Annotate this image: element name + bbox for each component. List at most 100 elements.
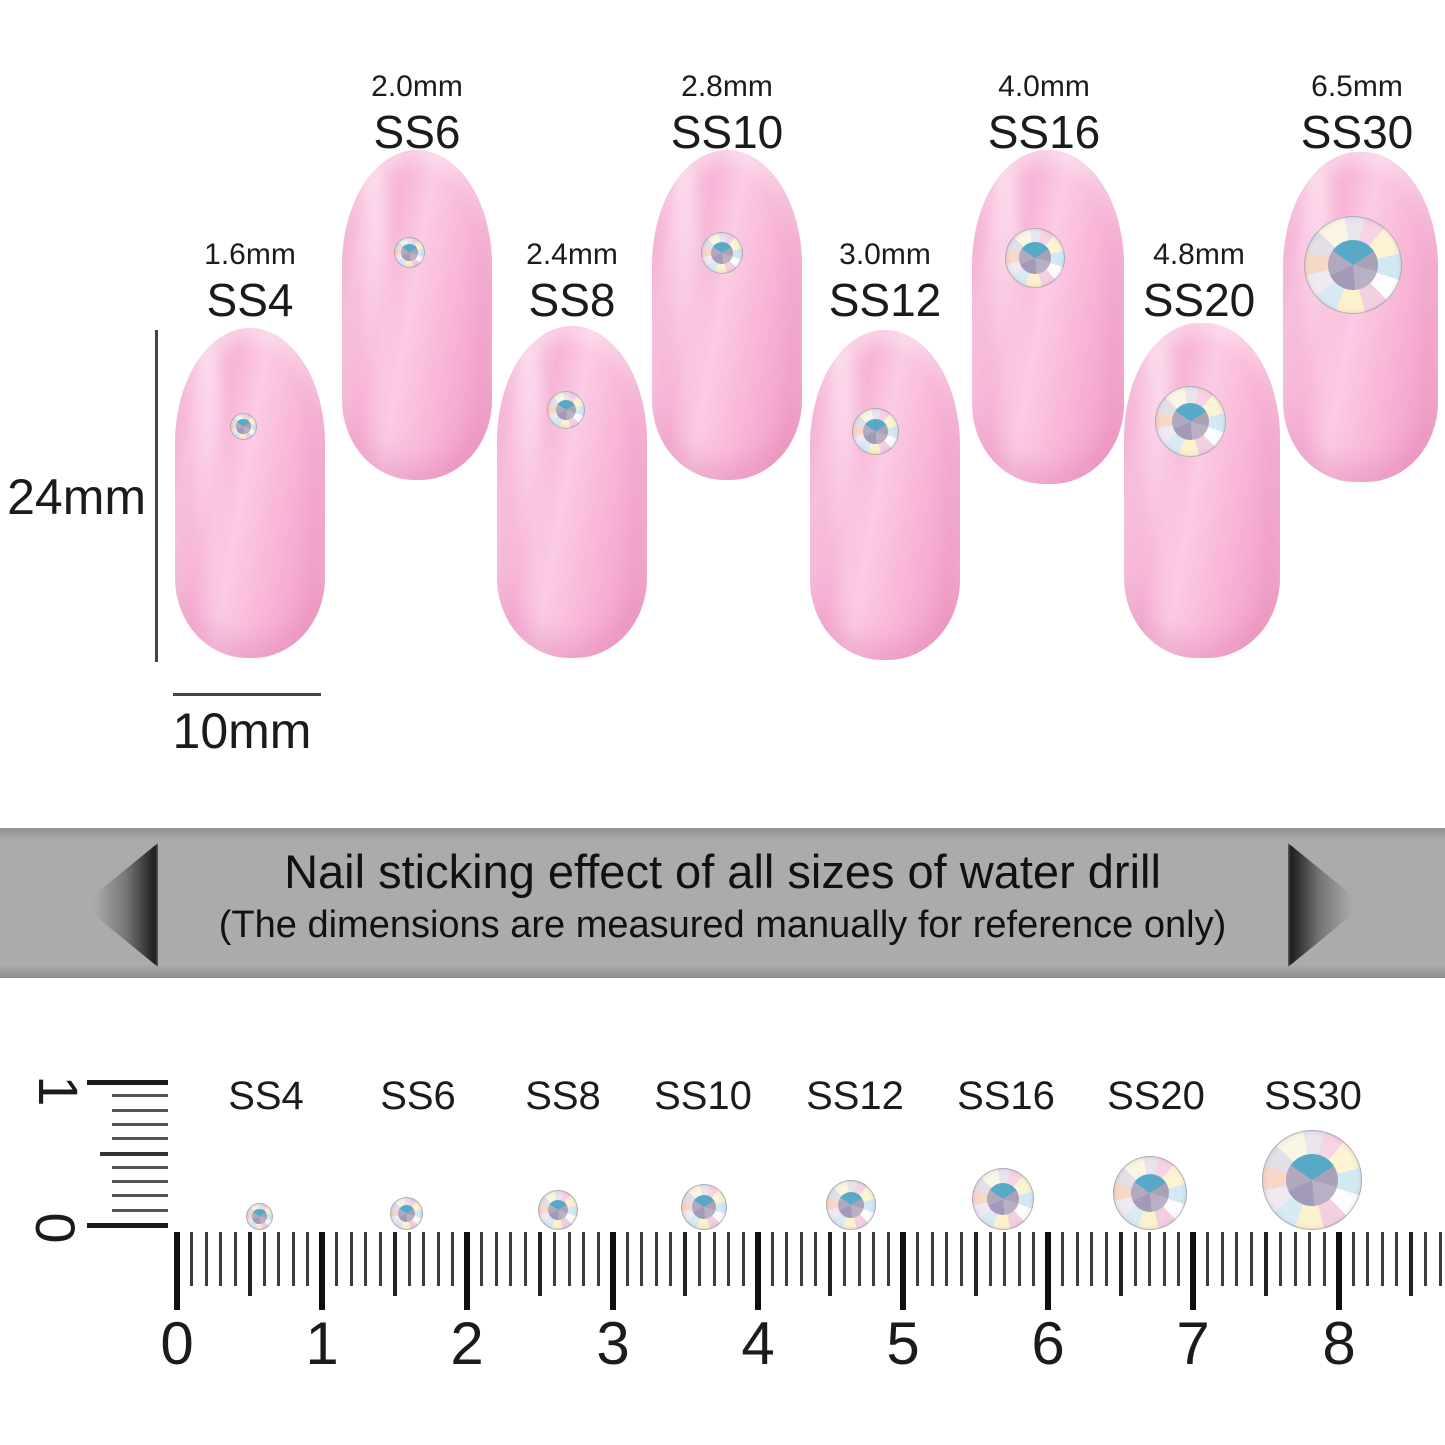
horizontal-ruler-tick xyxy=(916,1232,919,1286)
nail-label-ss10: 2.8mm SS10 xyxy=(670,72,784,158)
horizontal-ruler-tick xyxy=(219,1232,222,1286)
nail-photo-ss4 xyxy=(175,328,325,658)
horizontal-ruler-tick xyxy=(669,1232,672,1286)
ss-code-label: SS4 xyxy=(206,274,294,326)
vertical-ruler-tick xyxy=(112,1109,168,1112)
height-dimension-line xyxy=(155,330,158,662)
horizontal-ruler-tick xyxy=(1294,1232,1297,1286)
horizontal-ruler-tick xyxy=(422,1232,425,1286)
horizontal-ruler-tick xyxy=(713,1232,716,1286)
ss-code-label: SS20 xyxy=(1142,274,1256,326)
horizontal-ruler-tick xyxy=(277,1232,280,1286)
vertical-ruler-tick xyxy=(112,1180,168,1183)
horizontal-ruler-tick xyxy=(989,1232,992,1286)
ruler-gem-label-ss16: SS16 xyxy=(957,1074,1055,1118)
horizontal-ruler-tick xyxy=(597,1232,600,1286)
vertical-ruler-tick xyxy=(112,1123,168,1126)
nail-photo-ss16 xyxy=(972,150,1124,484)
horizontal-ruler-tick xyxy=(1018,1232,1021,1286)
horizontal-ruler-tick xyxy=(755,1232,761,1310)
vertical-ruler-tick xyxy=(112,1094,168,1097)
horizontal-ruler-tick xyxy=(190,1232,193,1286)
horizontal-ruler-tick xyxy=(553,1232,556,1286)
ruler-gem-ss4 xyxy=(246,1203,273,1230)
rhinestone-gem-ss12 xyxy=(852,408,899,455)
size-mm-label: 3.0mm xyxy=(839,238,931,271)
horizontal-ruler-tick xyxy=(1366,1232,1369,1286)
nail-label-ss8: 2.4mm SS8 xyxy=(526,240,618,324)
horizontal-ruler-tick xyxy=(1061,1232,1064,1286)
horizontal-ruler-tick xyxy=(408,1232,411,1286)
horizontal-ruler-tick xyxy=(393,1232,397,1296)
nail-width-label: 10mm xyxy=(172,703,312,759)
horizontal-ruler-tick xyxy=(451,1232,454,1286)
size-mm-label: 2.0mm xyxy=(371,70,463,103)
horizontal-ruler-tick xyxy=(1381,1232,1384,1286)
horizontal-ruler-tick xyxy=(335,1232,338,1286)
banner-subtitle: (The dimensions are measured manually fo… xyxy=(218,903,1227,946)
ss-code-label: SS30 xyxy=(1300,106,1414,158)
ruler-number: 8 xyxy=(1322,1310,1356,1377)
ruler-number: 2 xyxy=(450,1310,484,1377)
rhinestone-gem-ss20 xyxy=(1155,386,1226,457)
nail-photo-ss8 xyxy=(497,326,647,658)
banner-title: Nail sticking effect of all sizes of wat… xyxy=(284,845,1161,898)
nail-label-ss20: 4.8mm SS20 xyxy=(1142,240,1256,326)
horizontal-ruler-tick xyxy=(379,1232,382,1286)
horizontal-ruler-tick xyxy=(1235,1232,1238,1286)
title-banner: Nail sticking effect of all sizes of wat… xyxy=(0,828,1445,978)
ruler-number: 3 xyxy=(596,1310,630,1377)
rhinestone-gem-ss30 xyxy=(1304,216,1402,314)
horizontal-ruler-tick xyxy=(1119,1232,1123,1296)
horizontal-ruler-tick xyxy=(263,1232,266,1286)
rhinestone-gem-ss16 xyxy=(1005,228,1065,288)
horizontal-ruler-tick xyxy=(1409,1232,1413,1296)
nail-photo-ss12 xyxy=(810,330,960,660)
size-mm-label: 1.6mm xyxy=(204,238,296,271)
horizontal-ruler-tick xyxy=(306,1232,309,1286)
horizontal-ruler-tick xyxy=(248,1232,252,1296)
nail-label-ss4: 1.6mm SS4 xyxy=(204,238,296,326)
horizontal-ruler-tick xyxy=(1177,1232,1180,1286)
horizontal-ruler-tick xyxy=(538,1232,542,1296)
horizontal-ruler-tick xyxy=(292,1232,295,1286)
ruler-gem-label-ss12: SS12 xyxy=(806,1074,904,1118)
horizontal-ruler-tick xyxy=(1163,1232,1166,1286)
horizontal-ruler-tick xyxy=(843,1232,846,1286)
ruler-gem-label-ss4: SS4 xyxy=(228,1074,304,1118)
horizontal-ruler-tick xyxy=(1439,1232,1442,1286)
ruler-gem-label-ss20: SS20 xyxy=(1107,1074,1205,1118)
vertical-ruler-tick xyxy=(112,1209,168,1212)
ruler-gem-label-ss8: SS8 xyxy=(525,1074,601,1118)
horizontal-ruler-tick xyxy=(1206,1232,1209,1286)
rhinestone-gem-ss8 xyxy=(547,391,585,429)
horizontal-ruler-tick xyxy=(364,1232,367,1286)
horizontal-ruler-tick xyxy=(1134,1232,1137,1286)
ruler-number: 7 xyxy=(1176,1310,1210,1377)
horizontal-ruler-tick xyxy=(205,1232,208,1286)
ruler-gem-ss6 xyxy=(390,1197,423,1230)
horizontal-ruler-tick xyxy=(655,1232,658,1286)
ss-code-label: SS10 xyxy=(670,106,784,158)
horizontal-ruler-tick xyxy=(974,1232,978,1296)
ruler-gem-ss30 xyxy=(1262,1130,1362,1230)
horizontal-ruler-tick xyxy=(800,1232,803,1286)
horizontal-ruler-tick xyxy=(742,1232,745,1286)
horizontal-ruler-tick xyxy=(464,1232,470,1310)
nail-photo-ss30 xyxy=(1283,152,1438,482)
ruler-gem-ss10 xyxy=(681,1184,727,1230)
ss-code-label: SS6 xyxy=(373,106,461,158)
horizontal-ruler-tick xyxy=(1076,1232,1079,1286)
horizontal-ruler-tick xyxy=(683,1232,687,1296)
horizontal-ruler-tick xyxy=(1424,1232,1427,1286)
ruler-number: 4 xyxy=(741,1310,775,1377)
horizontal-ruler-tick xyxy=(495,1232,498,1286)
nail-photo-ss10 xyxy=(652,150,802,480)
nail-height-label: 24mm xyxy=(7,469,146,525)
horizontal-ruler-tick xyxy=(900,1232,906,1310)
horizontal-ruler-tick xyxy=(524,1232,527,1286)
horizontal-ruler-tick xyxy=(1032,1232,1035,1286)
ruler-number: 0 xyxy=(160,1310,194,1377)
horizontal-ruler-tick xyxy=(1090,1232,1093,1286)
horizontal-ruler-tick xyxy=(1250,1232,1253,1286)
